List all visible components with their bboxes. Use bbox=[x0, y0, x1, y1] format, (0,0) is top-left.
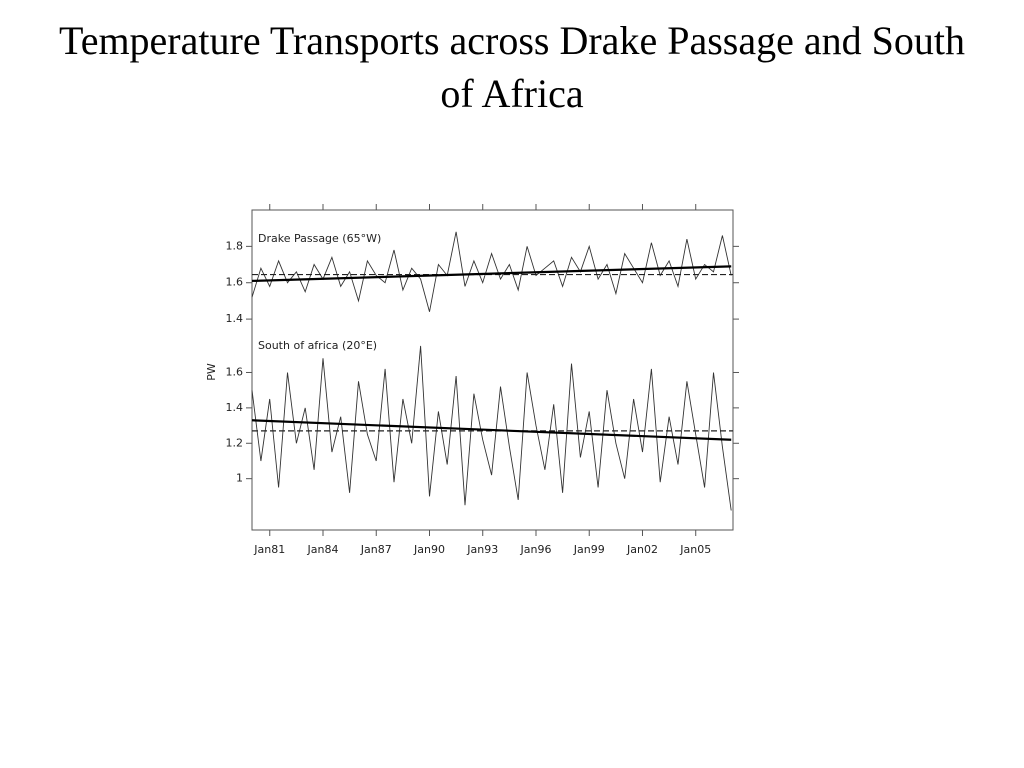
trend-line bbox=[251, 419, 732, 441]
panel-label: South of africa (20°E) bbox=[258, 339, 377, 352]
x-tick-label: Jan81 bbox=[253, 543, 285, 556]
x-tick-label: Jan84 bbox=[307, 543, 339, 556]
y-tick-label: 1.6 bbox=[226, 276, 244, 289]
x-tick-label: Jan87 bbox=[360, 543, 392, 556]
y-tick-label: 1.4 bbox=[226, 312, 244, 325]
y-tick-label: 1.8 bbox=[226, 239, 244, 252]
y-axis-label: PW bbox=[205, 363, 218, 381]
y-tick-label: 1.4 bbox=[226, 401, 244, 414]
x-tick-label: Jan02 bbox=[626, 543, 658, 556]
slide-title: Temperature Transports across Drake Pass… bbox=[59, 18, 965, 116]
x-tick-label: Jan05 bbox=[679, 543, 711, 556]
data-line bbox=[251, 231, 732, 312]
panel-label: Drake Passage (65°W) bbox=[258, 232, 381, 245]
x-tick-label: Jan90 bbox=[413, 543, 445, 556]
x-tick-label: Jan99 bbox=[573, 543, 605, 556]
x-tick-label: Jan96 bbox=[520, 543, 552, 556]
y-tick-label: 1.6 bbox=[226, 365, 244, 378]
plot-frame bbox=[251, 209, 734, 531]
y-tick-label: 1 bbox=[236, 472, 243, 485]
x-tick-label: Jan93 bbox=[466, 543, 498, 556]
data-line bbox=[251, 345, 732, 511]
y-tick-label: 1.2 bbox=[226, 436, 244, 449]
trend-line bbox=[251, 265, 732, 283]
